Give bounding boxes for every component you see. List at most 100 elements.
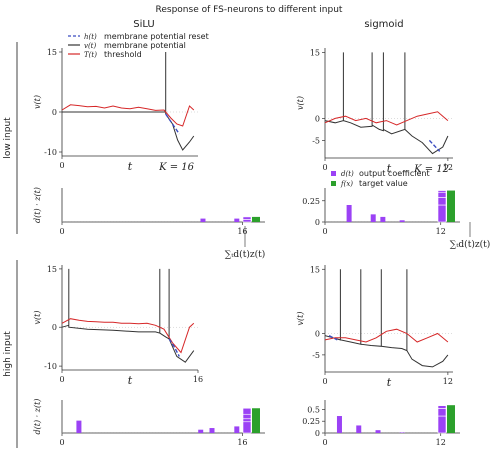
legend-label-d: output coefficient: [359, 169, 430, 178]
series-h-line: [165, 113, 180, 135]
series-T-line: [61, 104, 195, 127]
series-h-line: [328, 334, 338, 341]
x-tick-label: 12: [443, 377, 453, 386]
y-axis-label: v(t): [33, 311, 42, 325]
x-axis-label: t: [128, 160, 133, 173]
output-bar: [234, 426, 240, 433]
stacked-sum-segment: [437, 197, 447, 206]
stacked-sum-segment: [437, 415, 447, 434]
series-h-line: [168, 338, 180, 357]
target-bar: [447, 405, 455, 433]
x-tick-label: 0: [59, 227, 64, 236]
stacked-sum-segment: [437, 408, 447, 417]
legend-label-T: threshold: [104, 50, 142, 59]
y-tick-label: 15: [47, 265, 57, 274]
x-axis-label: t: [128, 374, 133, 387]
x-tick-label: 0: [59, 438, 64, 447]
series-v-line: [61, 268, 195, 363]
legend-math-f: f(x): [340, 180, 353, 188]
stacked-sum-segment: [437, 405, 447, 409]
legend-math-T: T(t): [84, 51, 97, 59]
row-label-high: high input: [3, 331, 13, 377]
y-tick-label: 0: [315, 114, 320, 123]
x-tick-label: 12: [443, 163, 453, 172]
series-T-line: [324, 111, 449, 126]
output-bar: [200, 218, 206, 222]
stacked-sum-segment: [242, 407, 252, 415]
output-bar: [346, 205, 352, 222]
output-bar: [380, 216, 386, 222]
x-axis-label: t: [387, 376, 392, 389]
y-tick-label: 15: [310, 48, 320, 57]
y-tick-label: -5: [312, 351, 320, 360]
output-bar: [370, 214, 376, 222]
y-tick-label: -10: [44, 362, 57, 371]
series-v-line: [324, 269, 449, 368]
stacked-sum-segment: [242, 413, 252, 420]
output-bar: [356, 425, 362, 433]
series-v-line: [324, 52, 449, 155]
column-title-silu: SiLU: [133, 19, 155, 30]
legend: h(t) membrane potential reset v(t) membrane…: [68, 32, 209, 59]
x-tick-label: 0: [322, 377, 327, 386]
y-axis-label: v(t): [296, 96, 305, 110]
legend-label-f: target value: [359, 179, 408, 188]
target-bar: [252, 216, 260, 222]
legend-math-h: h(t): [84, 33, 97, 41]
panel-sigmoid-low-output: 0 0.25 0 12 d(t) output coefficient f(x) target…: [302, 169, 460, 236]
x-tick-label: 12: [436, 227, 446, 236]
x-tick-label: 16: [193, 375, 203, 384]
y-tick-label: -5: [312, 136, 320, 145]
x-axis-label: t: [387, 162, 392, 175]
panel-sigmoid-high-voltage: -5 0 15 0 12 t v(t): [296, 265, 453, 389]
series-T-line: [324, 328, 449, 343]
y-tick-label: -10: [44, 148, 57, 157]
panel-silu-high-output: 0 16 d(t) · z(t): [33, 399, 265, 447]
output-bar: [399, 220, 405, 222]
y-tick-label: 15: [47, 48, 57, 57]
output-bar: [209, 428, 215, 433]
legend-math-d: d(t): [341, 170, 354, 178]
target-bar: [447, 190, 455, 222]
row-label-low: low input: [3, 117, 13, 159]
y-axis-label: d(t) · z(t): [33, 187, 42, 223]
y-tick-label: 15: [310, 265, 320, 274]
y-tick-label: 0.25: [302, 417, 320, 426]
y-tick-label: 0.5: [307, 405, 320, 414]
y-tick-label: 0: [52, 323, 57, 332]
y-tick-label: 0: [52, 108, 57, 117]
series-h-line: [428, 139, 441, 152]
x-tick-label: 0: [322, 163, 327, 172]
x-tick-label: 0: [322, 227, 327, 236]
sum-label-sigmoid: ∑ₜd(t)z(t): [450, 239, 490, 250]
x-tick-label: 0: [322, 438, 327, 447]
y-tick-label: 0: [315, 329, 320, 338]
legend-swatch-f: [331, 181, 336, 186]
y-axis-label: v(t): [296, 312, 305, 326]
series-v-line: [62, 52, 195, 151]
target-bar: [252, 408, 260, 433]
legend: d(t) output coefficient f(x) target value: [331, 169, 430, 188]
x-tick-label: 0: [59, 161, 64, 170]
stacked-sum-segment: [242, 418, 252, 423]
figure-title: Response of FS-neurons to different inpu…: [156, 5, 343, 15]
legend-label-h: membrane potential reset: [104, 32, 209, 41]
legend-label-v: membrane potential: [104, 41, 186, 50]
y-tick-label: 0.25: [302, 197, 320, 206]
stacked-sum-segment: [437, 191, 447, 198]
panel-silu-low-output: 0 16 d(t) · z(t): [33, 187, 265, 236]
stacked-sum-segment: [242, 421, 252, 434]
panel-sigmoid-low-voltage: -5 0 15 0 12 t v(t) K = 12: [296, 48, 453, 175]
y-tick-label: 0: [315, 429, 320, 438]
column-title-sigmoid: sigmoid: [364, 19, 403, 30]
k-annotation: K = 16: [158, 162, 195, 173]
x-tick-label: 12: [436, 438, 446, 447]
output-bar: [76, 420, 82, 433]
stacked-sum-segment: [437, 204, 447, 223]
legend-swatch-d: [331, 171, 336, 176]
panel-sigmoid-high-output: 0 0.25 0.5 0 12: [302, 400, 460, 447]
